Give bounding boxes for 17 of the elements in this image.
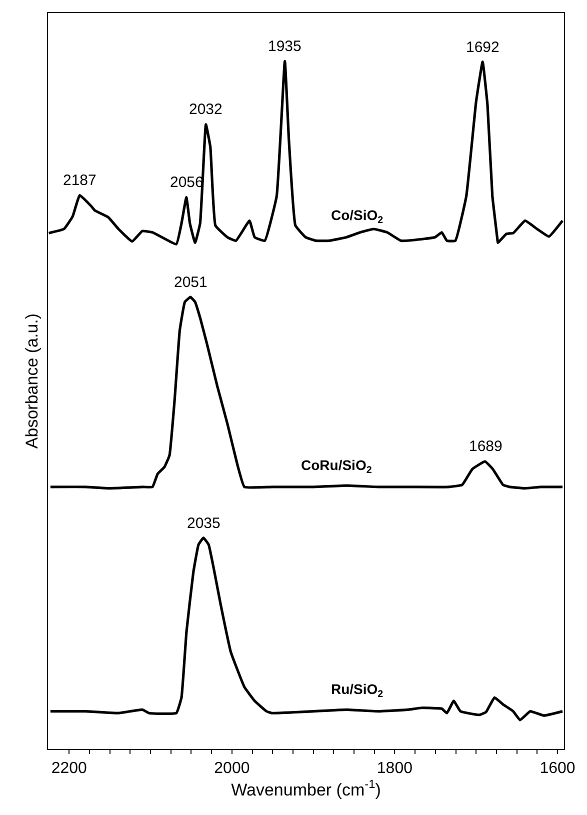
- annotation: 1689: [469, 438, 502, 455]
- annotation: 2051: [174, 274, 208, 291]
- annotation: 1935: [268, 38, 302, 55]
- x-tick-label: 1600: [540, 760, 576, 778]
- annotation: 1692: [466, 39, 500, 56]
- series-label: CoRu/SiO$_{2}$: [301, 457, 372, 476]
- annotation: 2032: [189, 101, 222, 118]
- x-tick-label: 2000: [214, 760, 250, 778]
- annotation: 2035: [187, 515, 220, 532]
- series-label: Ru/SiO$_{2}$: [331, 681, 384, 700]
- annotation: 2056: [170, 174, 204, 191]
- y-axis-title: Absorbance (a.u.): [22, 313, 42, 449]
- x-tick-label: 1800: [376, 760, 413, 778]
- x-tick-label: 2200: [51, 760, 88, 778]
- annotation: 2187: [63, 172, 96, 189]
- series-label: Co/SiO$_{2}$: [331, 207, 384, 226]
- x-axis-title: Wavenumber (cm$^{-1}$): [231, 777, 381, 800]
